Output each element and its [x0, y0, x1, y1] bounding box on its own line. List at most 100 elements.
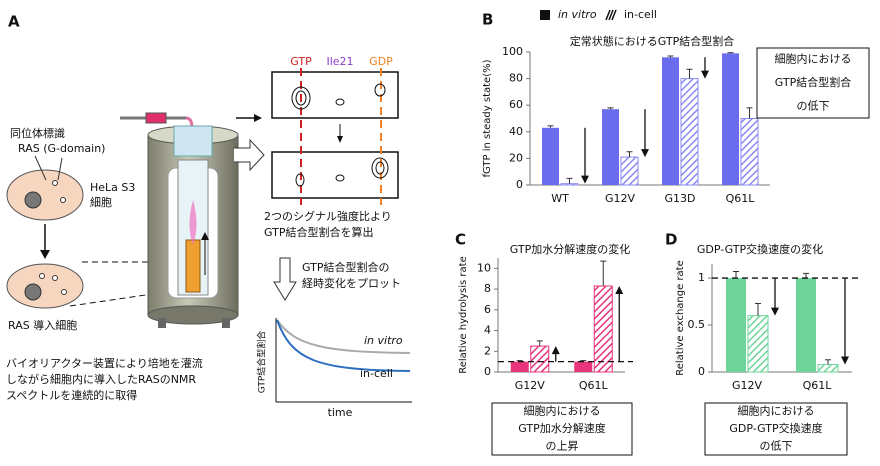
caption: しながら細胞内に導入したRASのNMR	[6, 372, 196, 386]
curve-label: in vitro	[364, 334, 403, 347]
change-arrow	[615, 285, 624, 362]
chart-title: GTP加水分解速度の変化	[510, 242, 630, 256]
callout-text: の低下	[797, 99, 830, 112]
ratio-text: 2つのシグナル強度比より	[264, 209, 392, 223]
cell-label: HeLa S3	[90, 181, 135, 194]
error-bar	[825, 359, 831, 365]
arrow	[40, 224, 50, 259]
plot-text: 経時変化をプロット	[302, 276, 401, 290]
change-arrow	[771, 278, 779, 316]
y-tick-label: 40	[509, 125, 523, 138]
panel-label: B	[482, 11, 493, 29]
cell	[6, 155, 84, 221]
y-axis-label: Relative exchange rate	[675, 260, 686, 376]
y-tick-label: 0	[516, 178, 523, 191]
change-arrow	[551, 346, 560, 362]
arrow-head	[771, 307, 779, 316]
error-bar	[547, 125, 554, 128]
callout-box	[756, 47, 870, 119]
arrow	[273, 257, 297, 301]
change-arrow	[841, 278, 849, 365]
x-tick-label: Q61L	[726, 192, 756, 205]
bar	[680, 78, 699, 186]
x-tick-label: G12V	[515, 379, 546, 392]
x-tick-label: G13D	[665, 192, 696, 205]
change-arrow	[701, 57, 709, 79]
y-tick-label: 80	[509, 72, 523, 85]
bar	[542, 127, 559, 185]
curve-label: in-cell	[360, 367, 393, 380]
y-tick-label: 2	[484, 344, 491, 357]
x-tick-label: WT	[551, 192, 569, 205]
arrow	[234, 138, 265, 172]
y-tick-label: 1	[698, 271, 705, 284]
y-tick-label: 0	[484, 365, 491, 378]
bar	[530, 345, 550, 373]
bar	[722, 53, 739, 185]
mini-plot-ylabel: GTP結合型割合	[256, 331, 268, 394]
arrow-head	[841, 356, 849, 365]
callout-text: 細胞内における	[738, 404, 815, 418]
nmr-spectra	[271, 68, 399, 205]
y-tick-label: 60	[509, 98, 523, 111]
bar	[593, 285, 613, 373]
callout-box	[704, 402, 848, 456]
ratio-text: GTP結合型割合を算出	[264, 225, 373, 239]
signal-label: Ile21	[326, 55, 353, 68]
error-bar	[536, 340, 543, 347]
arrow-head	[615, 285, 624, 294]
bar	[740, 118, 759, 186]
error-bar	[600, 260, 607, 286]
x-tick-label: G12V	[605, 192, 636, 205]
signal-label: GDP	[369, 55, 393, 68]
legend-hatch	[608, 9, 614, 21]
arrow-head	[581, 175, 589, 184]
error-bar	[803, 272, 809, 279]
mini-plot	[275, 318, 412, 403]
y-tick-label: 100	[502, 45, 523, 58]
bar	[747, 315, 769, 373]
chart-title: 定常状態におけるGTP結合型割合	[570, 34, 734, 48]
isotope-label: 同位体標識	[10, 126, 65, 140]
y-tick-label: 4	[484, 324, 491, 337]
bar	[796, 278, 816, 372]
error-bar	[746, 107, 753, 119]
bar	[560, 183, 579, 186]
error-bar	[626, 151, 633, 158]
y-tick-label: 6	[484, 303, 491, 316]
change-arrow	[581, 127, 589, 184]
y-axis-label: fGTP in steady state(%)	[482, 59, 493, 177]
bar	[817, 363, 839, 373]
callout-text: の上昇	[546, 439, 579, 452]
y-tick-label: 10	[477, 261, 491, 274]
caption: バイオリアクター装置により培地を灌流	[6, 356, 203, 370]
legend-label: in-cell	[624, 8, 657, 21]
callout-text: GTP加水分解速度	[518, 421, 605, 435]
change-arrow	[641, 109, 649, 158]
plot-text: GTP結合型割合の	[302, 260, 389, 274]
panel-label: D	[665, 231, 677, 249]
x-tick-label: Q61L	[579, 379, 609, 392]
callout-box	[491, 402, 633, 456]
chart-title: GDP-GTP交換速度の変化	[697, 242, 823, 256]
bar	[574, 361, 593, 372]
legend-hatch	[605, 9, 611, 21]
transfected-cell-label: RAS 導入細胞	[8, 318, 77, 332]
error-bar	[733, 271, 739, 279]
callout-text: 細胞内における	[524, 404, 601, 418]
panel-label: C	[455, 231, 466, 249]
legend-swatch	[540, 10, 550, 20]
arrow-head	[641, 149, 649, 158]
x-tick-label: G12V	[732, 379, 763, 392]
callout-text: 細胞内における	[775, 52, 852, 66]
y-tick-label: 8	[484, 282, 491, 295]
y-tick-label: 20	[509, 151, 523, 164]
error-bar	[607, 107, 614, 110]
callout-text: GTP結合型割合	[775, 75, 851, 89]
error-bar	[667, 55, 674, 58]
legend-hatch	[611, 9, 617, 21]
panel-label: A	[8, 13, 20, 31]
caption: スペクトルを連続的に取得	[6, 388, 137, 402]
arrow-head	[701, 70, 709, 79]
